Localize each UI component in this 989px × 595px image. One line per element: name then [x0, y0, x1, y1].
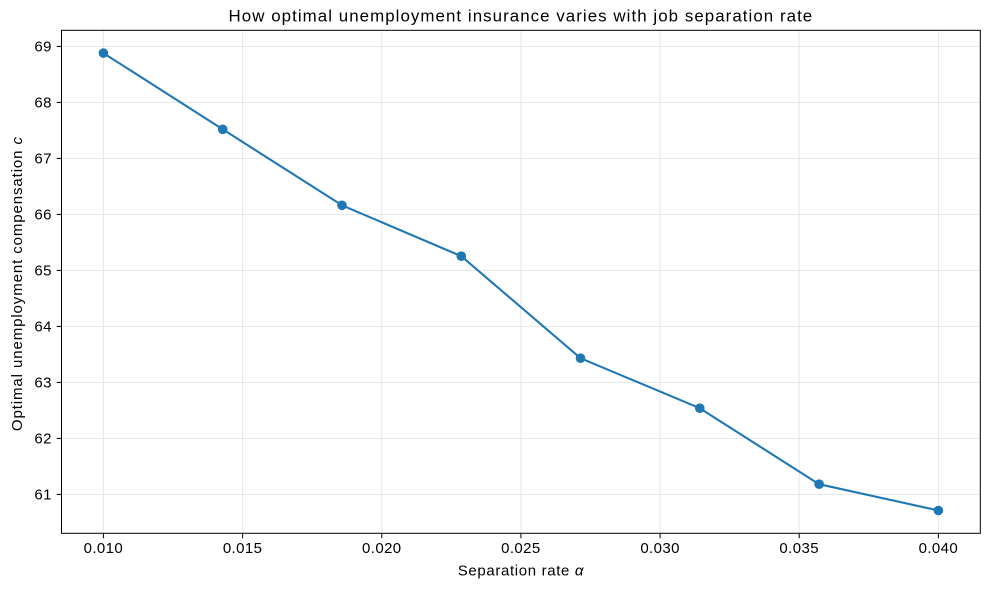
- svg-text:0.010: 0.010: [84, 540, 124, 557]
- svg-text:0.020: 0.020: [362, 540, 402, 557]
- svg-text:67: 67: [34, 150, 52, 167]
- svg-text:65: 65: [34, 262, 52, 279]
- svg-text:62: 62: [34, 430, 52, 447]
- svg-text:0.040: 0.040: [919, 540, 959, 557]
- svg-text:0.030: 0.030: [640, 540, 680, 557]
- svg-text:0.035: 0.035: [779, 540, 819, 557]
- svg-text:0.015: 0.015: [223, 540, 263, 557]
- svg-text:68: 68: [34, 94, 52, 111]
- svg-text:69: 69: [34, 38, 52, 55]
- svg-text:61: 61: [34, 486, 52, 503]
- svg-text:How optimal unemployment insur: How optimal unemployment insurance varie…: [229, 7, 814, 26]
- svg-text:66: 66: [34, 206, 52, 223]
- svg-text:0.025: 0.025: [501, 540, 541, 557]
- svg-text:Separation rate α: Separation rate α: [458, 562, 584, 579]
- svg-text:Optimal unemployment compensat: Optimal unemployment compensation c: [9, 136, 26, 431]
- svg-text:64: 64: [34, 318, 52, 335]
- svg-text:63: 63: [34, 374, 52, 391]
